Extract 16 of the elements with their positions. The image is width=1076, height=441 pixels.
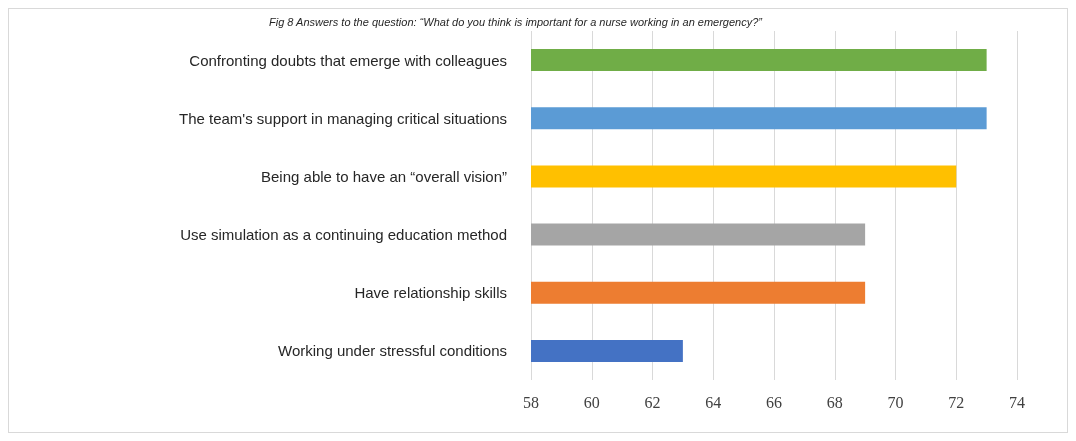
x-tick-label: 64 [705,393,722,411]
y-tick-label: Being able to have an “overall vision” [261,167,507,185]
y-tick-label: The team's support in managing critical situations [178,109,507,127]
chart-title: Fig 8 Answers to the question: “What do you think is important for a nurse working in an emergency?” [269,15,764,28]
x-tick-label: 58 [523,393,539,411]
y-tick-label: Working under stressful conditions [278,342,507,360]
y-tick-label: Use simulation as a continuing education method [180,226,507,244]
x-tick-label: 62 [644,393,661,411]
x-tick-label: 72 [948,393,965,411]
x-tick-label: 70 [887,393,904,411]
y-tick-label: Confronting doubts that emerge with colleagues [189,51,507,69]
x-tick-label: 60 [583,393,600,411]
y-tick-label: Have relationship skills [354,284,507,302]
x-tick-label: 68 [826,393,843,411]
x-tick-label: 74 [1009,393,1025,411]
x-tick-label: 66 [766,393,782,411]
